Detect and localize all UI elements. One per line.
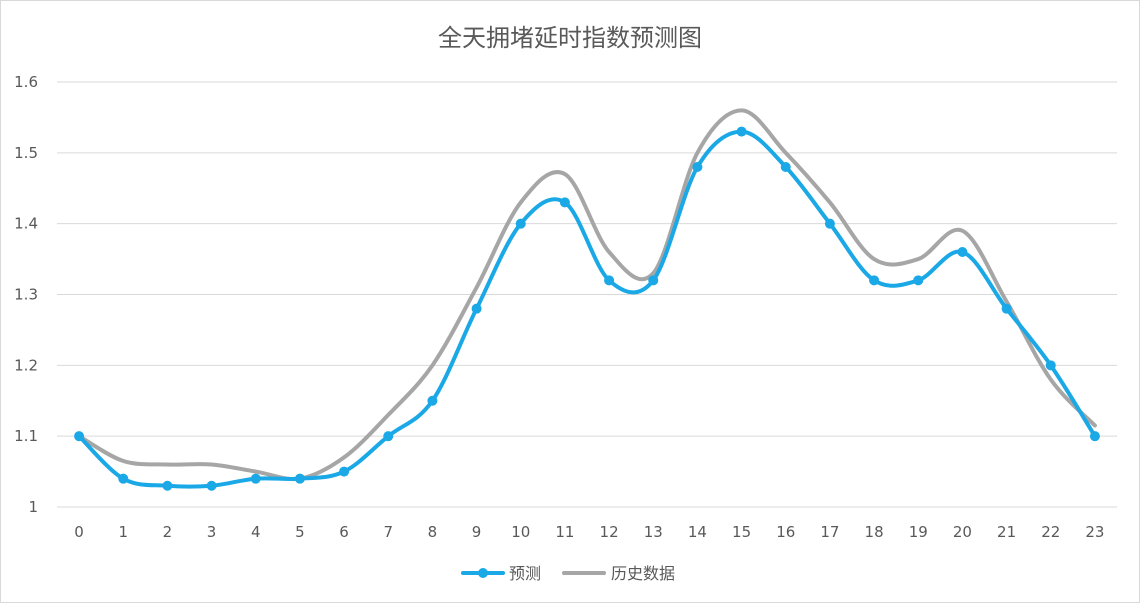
data-point — [515, 218, 526, 229]
series-line-forecast — [77, 129, 1097, 489]
data-point — [957, 247, 968, 257]
data-point — [471, 303, 482, 314]
grid-lines — [57, 81, 1117, 508]
data-point — [780, 162, 791, 172]
x-tick-label: 11 — [555, 523, 574, 541]
data-point — [1089, 431, 1100, 442]
x-tick-label: 7 — [383, 523, 393, 541]
data-point — [736, 126, 747, 137]
x-tick-label: 15 — [732, 523, 751, 541]
legend: 预测 历史数据 — [461, 564, 675, 583]
data-point — [559, 197, 570, 208]
x-tick-label: 19 — [909, 523, 928, 541]
x-tick-label: 4 — [251, 523, 261, 541]
x-tick-label: 20 — [953, 523, 972, 541]
x-tick-label: 5 — [295, 523, 305, 541]
legend-label: 预测 — [509, 564, 541, 583]
x-axis-ticks: 0 1 2 3 4 5 6 7 8 9 10 11 12 13 14 15 16 17 18 19 20 21 22 23 — [74, 523, 1104, 541]
data-point — [427, 395, 438, 406]
data-point — [74, 431, 85, 442]
series-markers — [74, 126, 1100, 491]
y-tick-label: 1.5 — [14, 144, 38, 162]
x-tick-label: 6 — [339, 523, 349, 541]
data-point — [383, 431, 394, 442]
x-tick-label: 12 — [600, 523, 619, 541]
data-point — [604, 275, 615, 286]
data-point — [913, 275, 924, 286]
data-point — [1045, 360, 1056, 371]
x-tick-label: 1 — [118, 523, 128, 541]
y-tick-label: 1 — [28, 498, 38, 516]
x-tick-label: 16 — [776, 523, 795, 541]
y-axis-ticks: 1 1.1 1.2 1.3 1.4 1.5 1.6 — [14, 73, 38, 516]
series-lines — [77, 108, 1097, 489]
data-point — [824, 218, 835, 229]
x-tick-label: 8 — [428, 523, 438, 541]
x-tick-label: 13 — [644, 523, 663, 541]
data-point — [869, 275, 880, 286]
y-tick-label: 1.2 — [14, 356, 38, 374]
x-tick-label: 21 — [997, 523, 1016, 541]
legend-forecast: 预测 — [461, 564, 541, 583]
x-tick-label: 18 — [865, 523, 884, 541]
data-point — [250, 473, 261, 484]
y-tick-label: 1.3 — [14, 286, 38, 304]
data-point — [162, 480, 173, 491]
chart-title: 全天拥堵延时指数预测图 — [438, 24, 702, 52]
data-point — [1001, 303, 1012, 314]
x-tick-label: 2 — [163, 523, 173, 541]
y-tick-label: 1.1 — [14, 427, 38, 445]
x-tick-label: 23 — [1085, 523, 1104, 541]
series-line-history — [77, 108, 1097, 482]
x-tick-label: 17 — [820, 523, 839, 541]
data-point — [339, 466, 350, 477]
data-point — [648, 275, 659, 286]
x-tick-label: 22 — [1041, 523, 1060, 541]
y-tick-label: 1.4 — [14, 215, 38, 233]
data-point — [206, 480, 217, 491]
legend-marker — [478, 568, 488, 578]
data-point — [692, 162, 703, 172]
x-tick-label: 10 — [511, 523, 530, 541]
y-tick-label: 1.6 — [14, 73, 38, 91]
legend-history: 历史数据 — [562, 564, 675, 583]
legend-label: 历史数据 — [611, 564, 675, 583]
x-tick-label: 0 — [74, 523, 84, 541]
x-tick-label: 9 — [472, 523, 482, 541]
data-point — [118, 473, 129, 484]
x-tick-label: 14 — [688, 523, 707, 541]
x-tick-label: 3 — [207, 523, 217, 541]
data-point — [294, 473, 305, 484]
